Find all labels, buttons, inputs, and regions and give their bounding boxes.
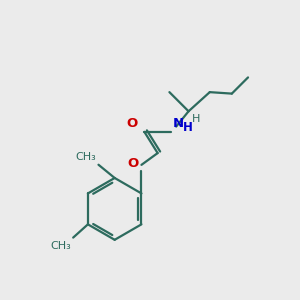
Text: CH₃: CH₃ [75,152,96,162]
Text: H: H [183,121,193,134]
Text: O: O [127,157,139,170]
Text: N: N [172,117,184,130]
Text: H: H [192,114,200,124]
Text: O: O [127,116,138,130]
Text: CH₃: CH₃ [50,241,71,250]
